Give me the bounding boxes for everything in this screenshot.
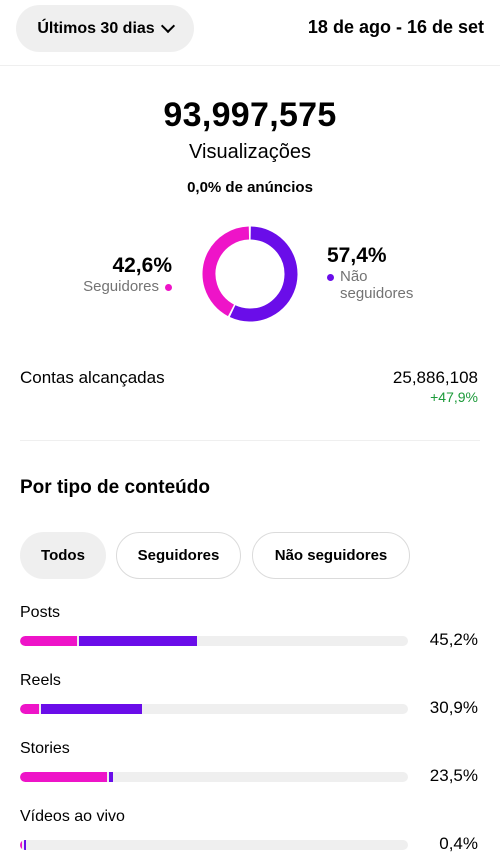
content-row-label: Posts bbox=[20, 604, 61, 621]
content-row-pct: 30,9% bbox=[429, 698, 478, 717]
content-row-label: Stories bbox=[20, 740, 70, 757]
content-row-bar bbox=[20, 704, 408, 714]
bar-segment-followers bbox=[20, 636, 78, 646]
bar-segment-non-followers bbox=[108, 772, 114, 782]
legend-non-followers-label-row: Não seguidores bbox=[327, 268, 413, 302]
ads-share: 0,0% de anúncios bbox=[187, 179, 313, 196]
legend-non-followers-label: Não seguidores bbox=[340, 268, 413, 302]
content-row-pct: 45,2% bbox=[429, 630, 478, 649]
total-views: 93,997,575 bbox=[163, 96, 337, 134]
tab-all[interactable]: Todos bbox=[20, 532, 106, 579]
legend-followers: 42,6% Seguidores bbox=[83, 254, 172, 295]
total-views-label: Visualizações bbox=[189, 141, 311, 163]
bar-segment-non-followers bbox=[79, 636, 198, 646]
bar-segment-non-followers bbox=[24, 840, 26, 850]
bar-segment-non-followers bbox=[41, 704, 142, 714]
period-selector-button[interactable]: Últimos 30 dias bbox=[16, 5, 194, 52]
reach-value: 25,886,108 bbox=[392, 368, 478, 387]
period-selector-label: Últimos 30 dias bbox=[37, 19, 155, 37]
bar-segment-followers bbox=[20, 704, 39, 714]
content-row-bar bbox=[20, 840, 408, 850]
content-row-label: Vídeos ao vivo bbox=[20, 808, 125, 825]
content-row-pct: 0,4% bbox=[439, 834, 478, 853]
chevron-down-icon bbox=[160, 18, 175, 33]
divider bbox=[20, 440, 480, 441]
content-row-pct: 23,5% bbox=[429, 766, 478, 785]
tab-non-followers[interactable]: Não seguidores bbox=[252, 532, 410, 579]
reach-change: +47,9% bbox=[430, 389, 478, 405]
tab-followers[interactable]: Seguidores bbox=[116, 532, 241, 579]
followers-donut-chart bbox=[202, 226, 298, 322]
header: Últimos 30 dias 18 de ago - 16 de set bbox=[0, 0, 500, 66]
legend-followers-pct: 42,6% bbox=[112, 254, 172, 277]
legend-followers-label: Seguidores bbox=[83, 278, 159, 295]
reach-label: Contas alcançadas bbox=[20, 368, 165, 387]
legend-non-followers: 57,4% Não seguidores bbox=[327, 244, 413, 302]
pink-dot-icon bbox=[165, 284, 172, 291]
section-title: Por tipo de conteúdo bbox=[20, 477, 210, 498]
legend-non-followers-label-line2: seguidores bbox=[340, 285, 414, 302]
bar-segment-followers bbox=[20, 840, 22, 850]
content-row-bar bbox=[20, 636, 408, 646]
bar-segment-followers bbox=[20, 772, 107, 782]
legend-non-followers-label-line1: Não bbox=[340, 268, 368, 285]
date-range: 18 de ago - 16 de set bbox=[307, 17, 484, 37]
legend-non-followers-pct: 57,4% bbox=[327, 244, 387, 267]
purple-dot-icon bbox=[327, 274, 334, 281]
content-row-bar bbox=[20, 772, 408, 782]
content-row-label: Reels bbox=[20, 672, 61, 689]
legend-followers-label-row: Seguidores bbox=[83, 278, 172, 295]
